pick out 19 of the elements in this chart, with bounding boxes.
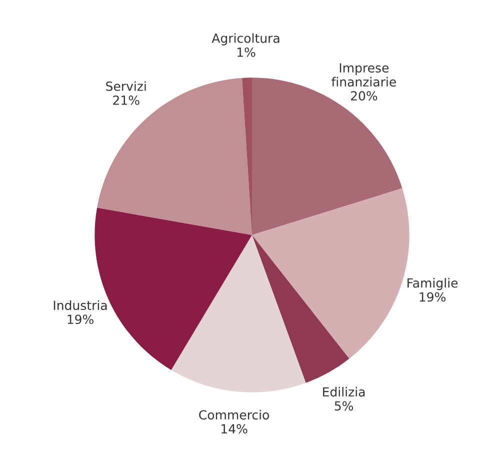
data-label: 19% bbox=[420, 292, 446, 302]
pie-slice bbox=[97, 78, 252, 235]
pie-slice bbox=[252, 235, 350, 383]
pie-slice bbox=[252, 188, 410, 359]
data-label: 19% bbox=[68, 314, 94, 324]
slice-label: Servizi bbox=[106, 81, 146, 91]
pie-slice bbox=[252, 78, 402, 235]
data-label: 14% bbox=[222, 424, 248, 434]
slice-label: Industria bbox=[54, 300, 107, 310]
slice-label: Famiglie bbox=[408, 278, 458, 290]
slice-label: Agricoltura bbox=[212, 33, 280, 46]
data-label: 1% bbox=[237, 47, 256, 57]
data-label: 20% bbox=[350, 91, 378, 101]
slice-label: Commercio bbox=[199, 410, 270, 420]
pie-slice bbox=[171, 235, 306, 392]
slice-label: Edilizia bbox=[323, 386, 365, 397]
data-label: 5% bbox=[334, 401, 354, 411]
slice-label: Imprese finanziarie bbox=[332, 63, 396, 87]
data-label: 21% bbox=[113, 95, 140, 105]
